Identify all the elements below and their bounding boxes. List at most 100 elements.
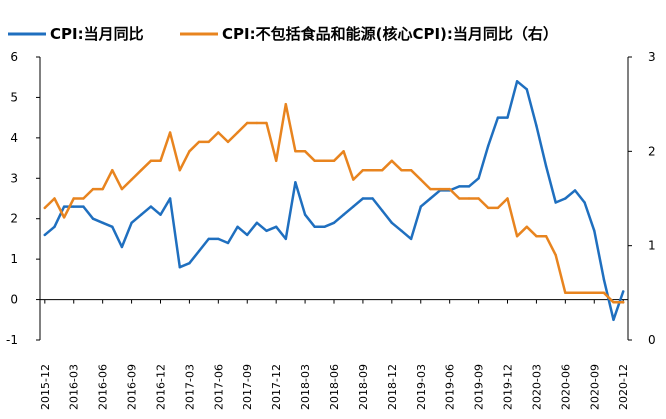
x-tick-label: 2017-12 bbox=[270, 364, 283, 410]
data-point-cpi bbox=[217, 237, 220, 241]
data-point-core-cpi bbox=[82, 197, 85, 200]
data-point-cpi bbox=[371, 197, 374, 200]
data-point-core-cpi bbox=[477, 197, 480, 200]
data-point-cpi bbox=[188, 262, 191, 265]
x-tick-label: 2018-09 bbox=[357, 364, 370, 410]
data-point-core-cpi bbox=[602, 291, 606, 294]
data-point-core-cpi bbox=[458, 197, 461, 200]
data-point-core-cpi bbox=[101, 187, 104, 191]
data-point-core-cpi bbox=[525, 225, 528, 228]
data-point-core-cpi bbox=[159, 159, 162, 162]
data-point-core-cpi bbox=[429, 187, 432, 191]
data-point-cpi bbox=[612, 318, 615, 321]
data-point-cpi bbox=[197, 249, 201, 253]
x-tick-label: 2016-06 bbox=[97, 364, 110, 410]
data-point-cpi bbox=[178, 266, 181, 269]
data-point-cpi bbox=[390, 221, 393, 224]
x-tick-label: 2017-06 bbox=[212, 364, 225, 410]
data-point-cpi bbox=[255, 221, 259, 224]
data-point-cpi bbox=[593, 229, 596, 232]
data-point-core-cpi bbox=[361, 169, 365, 172]
data-point-core-cpi bbox=[294, 150, 297, 153]
data-point-core-cpi bbox=[419, 178, 422, 181]
data-point-core-cpi bbox=[265, 121, 268, 125]
data-point-core-cpi bbox=[544, 235, 548, 238]
x-tick-label: 2018-12 bbox=[386, 364, 399, 410]
data-point-cpi bbox=[622, 290, 625, 293]
data-point-core-cpi bbox=[207, 140, 210, 144]
data-point-core-cpi bbox=[43, 206, 46, 210]
data-point-core-cpi bbox=[197, 140, 201, 144]
data-point-core-cpi bbox=[120, 187, 124, 191]
x-tick-label: 2020-06 bbox=[559, 364, 572, 410]
data-point-core-cpi bbox=[188, 150, 191, 153]
data-point-core-cpi bbox=[130, 178, 133, 181]
data-point-cpi bbox=[246, 233, 249, 237]
data-point-cpi bbox=[352, 205, 355, 208]
y-left-tick-label: -1 bbox=[6, 333, 18, 347]
x-tick-label: 2017-09 bbox=[241, 364, 254, 410]
x-tick-label: 2016-09 bbox=[126, 364, 139, 410]
data-point-cpi bbox=[429, 197, 432, 200]
data-point-core-cpi bbox=[390, 159, 393, 162]
data-point-cpi bbox=[62, 205, 66, 208]
x-tick-label: 2020-03 bbox=[530, 364, 543, 410]
data-point-cpi bbox=[236, 225, 239, 228]
data-point-cpi bbox=[458, 185, 461, 188]
data-point-core-cpi bbox=[487, 206, 490, 210]
y-left-tick-label: 2 bbox=[10, 212, 18, 226]
data-point-core-cpi bbox=[323, 159, 326, 162]
data-point-cpi bbox=[120, 245, 124, 249]
y-left-tick-label: 5 bbox=[10, 90, 18, 104]
y-left-tick-label: 4 bbox=[10, 131, 18, 145]
y-right-tick-label: 3 bbox=[648, 50, 656, 64]
x-tick-label: 2019-03 bbox=[415, 364, 428, 410]
data-point-cpi bbox=[602, 278, 606, 281]
data-point-core-cpi bbox=[111, 169, 114, 172]
data-point-cpi bbox=[313, 225, 316, 228]
data-point-cpi bbox=[342, 213, 345, 216]
data-point-cpi bbox=[43, 233, 46, 237]
x-tick-label: 2016-03 bbox=[68, 364, 81, 410]
y-left-tick-label: 6 bbox=[10, 50, 18, 64]
data-point-cpi bbox=[149, 205, 153, 208]
data-point-core-cpi bbox=[217, 131, 220, 134]
data-point-cpi bbox=[130, 221, 133, 224]
data-point-cpi bbox=[409, 237, 413, 241]
data-point-core-cpi bbox=[342, 150, 345, 153]
data-point-cpi bbox=[535, 124, 538, 127]
data-point-cpi bbox=[573, 189, 577, 192]
legend-label-core-cpi: CPI:不包括食品和能源(核心CPI):当月同比（右） bbox=[222, 25, 558, 43]
data-point-core-cpi bbox=[496, 206, 500, 210]
data-point-cpi bbox=[583, 201, 586, 204]
data-point-cpi bbox=[168, 197, 172, 200]
y-right-tick-label: 2 bbox=[648, 144, 656, 158]
data-point-core-cpi bbox=[535, 235, 538, 238]
data-point-core-cpi bbox=[352, 178, 355, 181]
data-point-core-cpi bbox=[275, 159, 278, 162]
data-point-cpi bbox=[207, 237, 210, 241]
data-point-core-cpi bbox=[72, 197, 75, 200]
data-point-core-cpi bbox=[612, 301, 615, 304]
data-point-core-cpi bbox=[438, 187, 442, 191]
data-point-core-cpi bbox=[236, 131, 239, 134]
series-line-cpi bbox=[43, 80, 625, 322]
x-tick-label: 2020-09 bbox=[588, 364, 601, 410]
axes: -1 0 1 2 3 4 5 6 0 1 2 3 2015-12 2016-03 2016-06 2016-0… bbox=[6, 50, 656, 410]
y-left-tick-label: 1 bbox=[10, 252, 18, 266]
data-point-cpi bbox=[515, 80, 519, 83]
data-point-core-cpi bbox=[371, 169, 374, 172]
data-point-cpi bbox=[332, 221, 336, 224]
x-tick-label: 2017-03 bbox=[183, 364, 196, 410]
data-point-core-cpi bbox=[226, 140, 230, 144]
data-point-core-cpi bbox=[506, 197, 509, 200]
data-point-core-cpi bbox=[381, 169, 384, 172]
series-line-core-cpi bbox=[43, 102, 625, 304]
data-point-core-cpi bbox=[246, 121, 249, 125]
y-right-tick-label: 1 bbox=[648, 239, 656, 253]
data-point-cpi bbox=[303, 213, 307, 216]
x-tick-label: 2020-12 bbox=[617, 364, 630, 410]
data-point-cpi bbox=[564, 197, 567, 200]
data-point-core-cpi bbox=[313, 159, 316, 162]
